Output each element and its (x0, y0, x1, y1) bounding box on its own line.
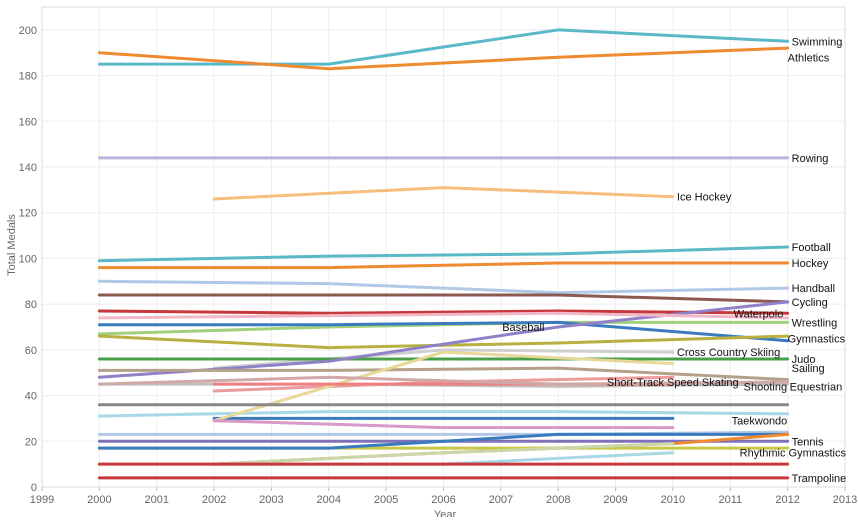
y-tick-label: 20 (25, 436, 37, 448)
series-label-cycling: Cycling (792, 297, 828, 309)
series-line-ice-hockey[interactable] (212, 186, 675, 201)
y-tick-label: 140 (19, 162, 37, 174)
y-tick-label: 120 (19, 208, 37, 220)
series-line-football[interactable] (97, 245, 790, 263)
series-line-unlabeled[interactable] (212, 442, 675, 466)
series-line-cross-country-skiing[interactable] (212, 348, 675, 370)
x-tick-label: 2012 (775, 494, 799, 506)
series-label-tennis: Tennis (792, 436, 824, 448)
y-tick-label: 200 (19, 25, 37, 37)
y-tick-label: 160 (19, 116, 37, 128)
x-tick-label: 2013 (833, 494, 857, 506)
x-tick-label: 2011 (718, 494, 742, 506)
series-line-unlabeled[interactable] (97, 366, 790, 382)
series-label-trampoline: Trampoline (792, 473, 847, 485)
x-tick-label: 2004 (317, 494, 341, 506)
series-label-football: Football (792, 242, 831, 254)
series-label-hockey: Hockey (792, 258, 829, 270)
series-line-unlabeled[interactable] (97, 375, 790, 386)
series-label-athletics: Athletics (788, 52, 830, 64)
y-axis-title: Total Medals (6, 214, 18, 276)
x-tick-label: 1999 (30, 494, 54, 506)
series-label-handball: Handball (792, 283, 835, 295)
x-tick-label: 2009 (603, 494, 627, 506)
series-line-unlabeled[interactable] (97, 311, 790, 320)
series-label-equestrian: Equestrian (790, 381, 843, 393)
series-line-cycling[interactable] (97, 293, 790, 304)
series-line-unlabeled[interactable] (97, 432, 790, 450)
x-tick-label: 2005 (374, 494, 398, 506)
x-tick-label: 2008 (546, 494, 570, 506)
x-tick-label: 2001 (144, 494, 168, 506)
series-label-cross-country-skiing: Cross Country Skiing (677, 347, 780, 359)
y-tick-label: 100 (19, 253, 37, 265)
y-tick-label: 180 (19, 71, 37, 83)
series-label-ice-hockey: Ice Hockey (677, 192, 732, 204)
series-line-hockey[interactable] (97, 261, 790, 270)
series-lines (97, 28, 790, 480)
series-label-waterpolo: Waterpolo (734, 308, 784, 320)
x-tick-label: 2010 (661, 494, 685, 506)
series-line-handball[interactable] (97, 279, 790, 295)
y-tick-label: 80 (25, 299, 37, 311)
series-label-judo: Judo (792, 354, 816, 366)
series-line-equestrian[interactable] (97, 410, 790, 418)
x-tick-label: 2006 (431, 494, 455, 506)
series-label-rhythmic-gymnastics: Rhythmic Gymnastics (740, 448, 847, 460)
series-label-short-track-speed-skating: Short-Track Speed Skating (607, 377, 739, 389)
x-tick-label: 2002 (202, 494, 226, 506)
y-tick-label: 40 (25, 391, 37, 403)
series-label-wrestling: Wrestling (792, 317, 838, 329)
series-labels: Swimming Athletics Rowing Ice Hockey Footbal… (502, 36, 846, 485)
series-label-shooting: Shooting (744, 381, 787, 393)
x-tick-label: 2000 (87, 494, 111, 506)
grid (41, 7, 846, 488)
series-label-rowing: Rowing (792, 153, 829, 165)
y-tick-label: 0 (31, 482, 37, 494)
series-line-baseball[interactable] (97, 320, 790, 343)
x-tick-label: 2007 (489, 494, 513, 506)
y-tick-label: 60 (25, 345, 37, 357)
series-line-waterpolo[interactable] (97, 309, 790, 315)
series-label-gymnastics: Gymnastics (788, 333, 846, 345)
series-label-sailing: Sailing (792, 363, 825, 375)
series-label-baseball: Baseball (502, 322, 544, 334)
series-line-swimming[interactable] (97, 28, 790, 66)
x-axis-title: Year (434, 509, 457, 517)
series-line-unlabeled[interactable] (212, 419, 675, 430)
series-label-taekwondo: Taekwondo (732, 416, 788, 428)
axes: 0 20 40 60 80 100 120 140 160 180 200 1999 2000 2001 2… (19, 6, 857, 506)
x-tick-label: 2003 (259, 494, 283, 506)
series-label-swimming: Swimming (792, 36, 843, 48)
series-line-unlabeled[interactable] (212, 350, 675, 423)
series-line-athletics[interactable] (97, 46, 790, 71)
